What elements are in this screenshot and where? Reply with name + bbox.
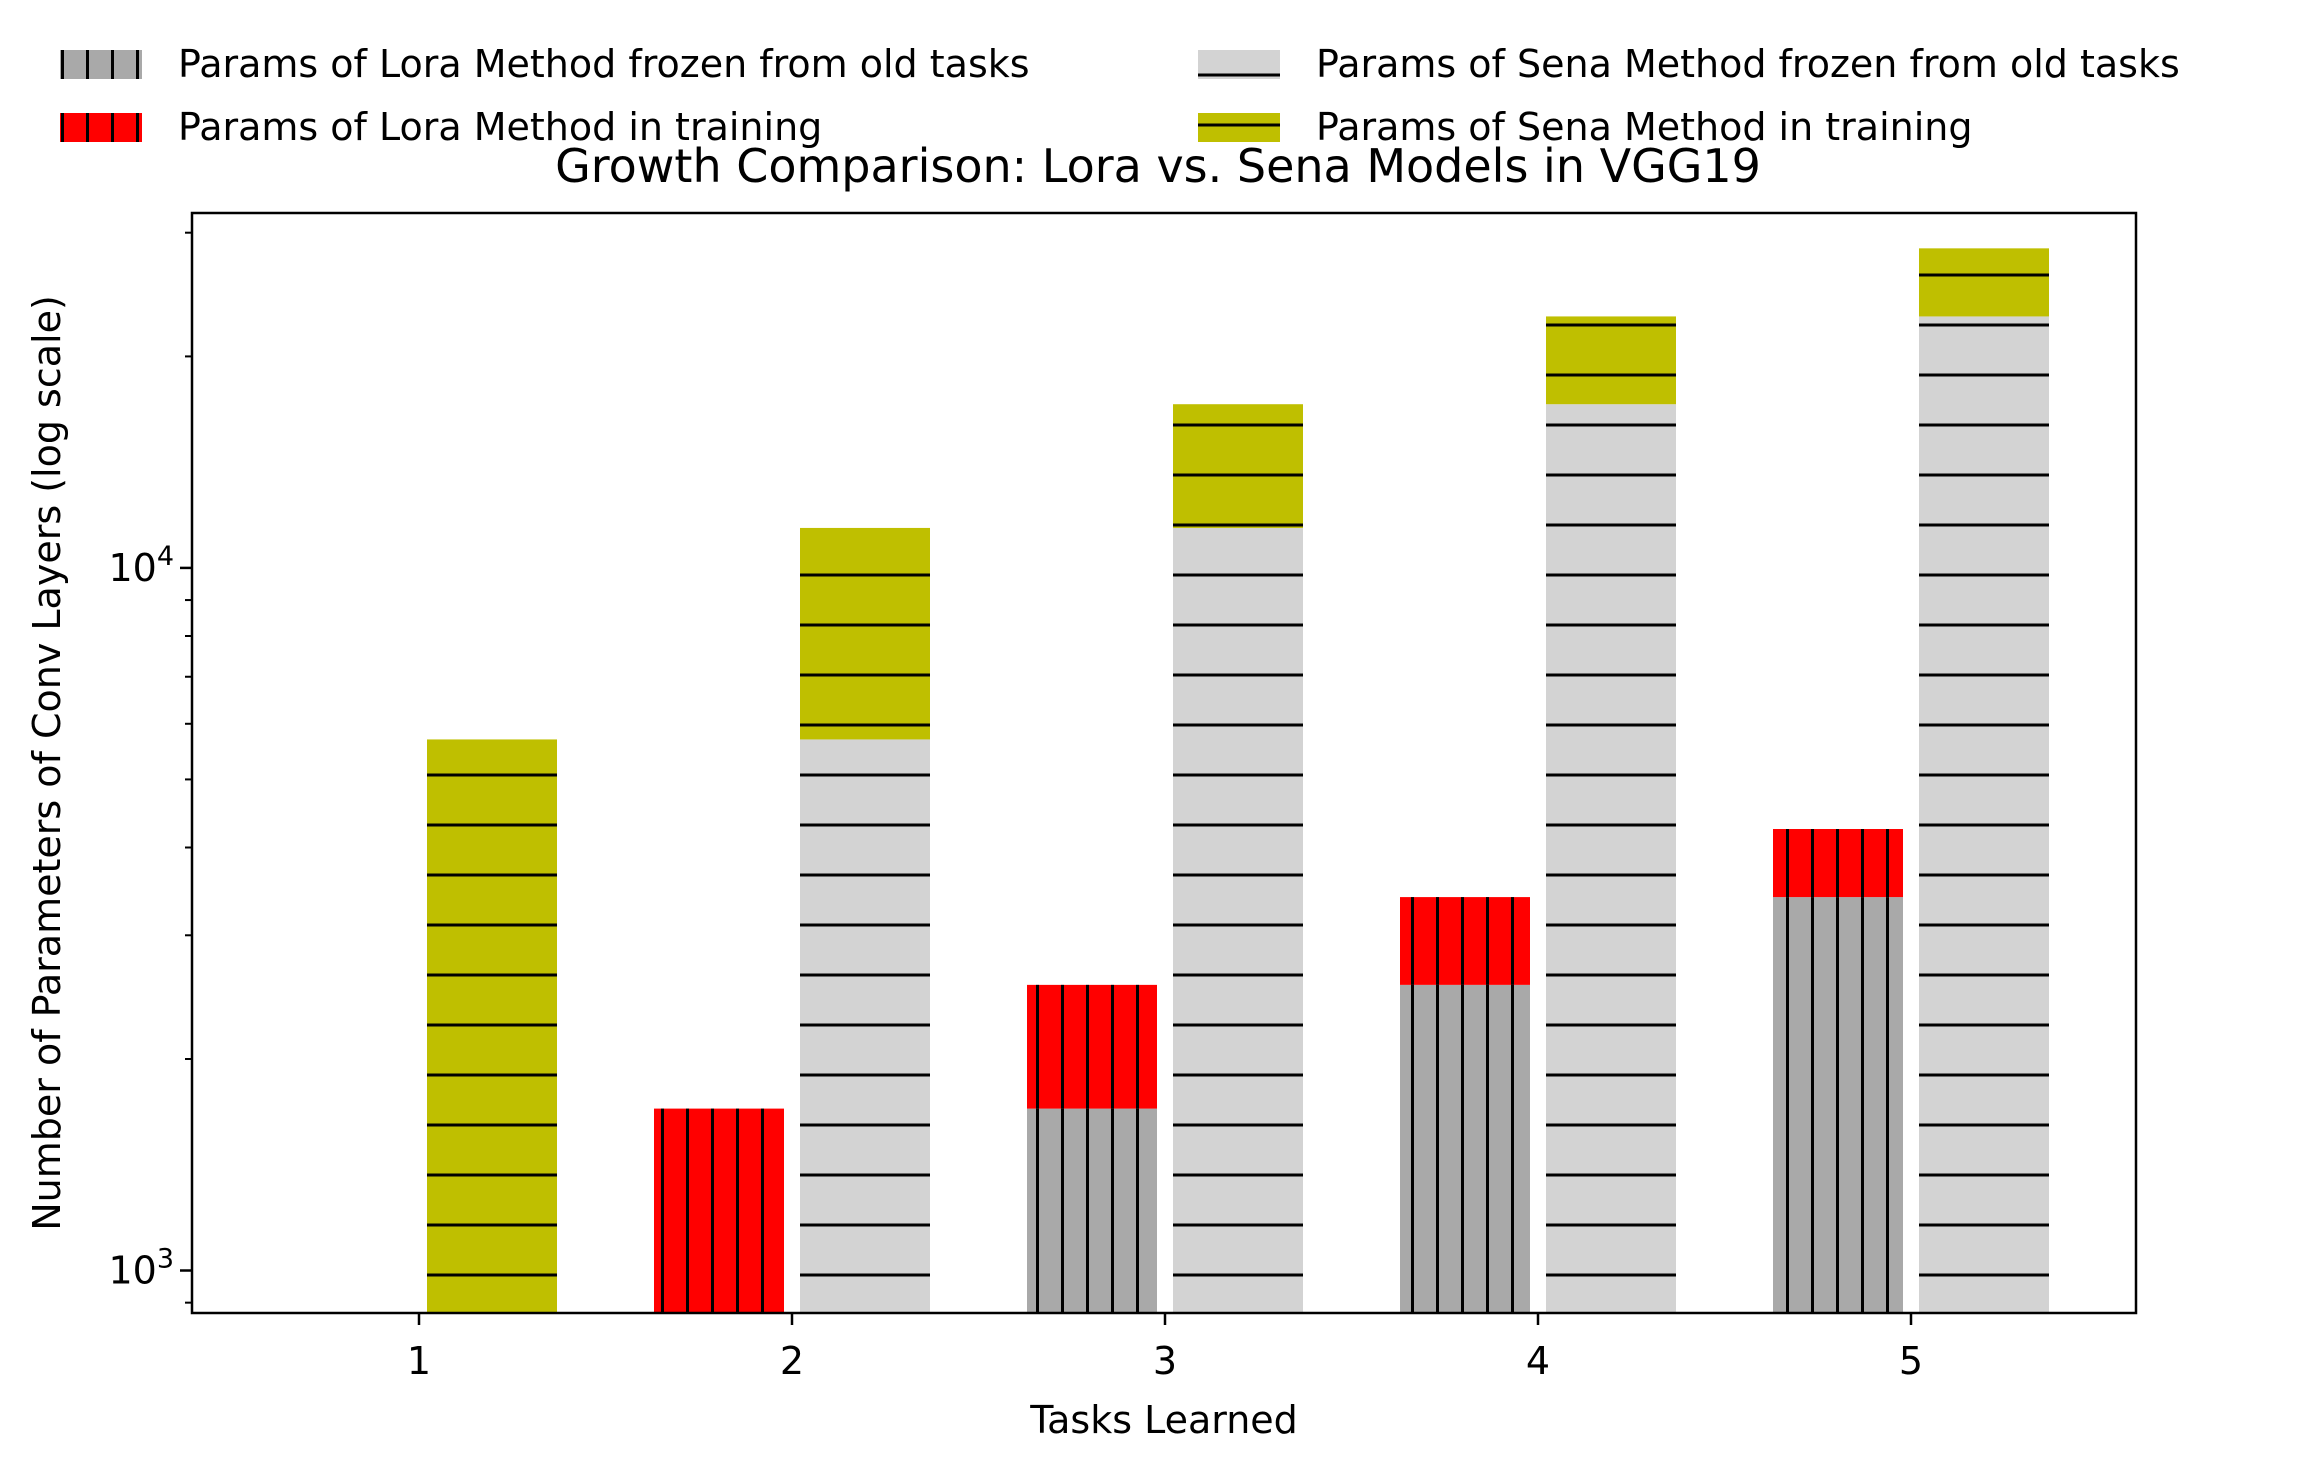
chart-title: Growth Comparison: Lora vs. Sena Models … bbox=[555, 139, 1761, 193]
bar-sena-training-task-1-hatch bbox=[427, 739, 557, 1313]
legend-lora-training-swatch-hatch bbox=[60, 113, 142, 142]
bar-sena-training-task-2-hatch bbox=[800, 527, 930, 740]
bar-lora-frozen-task-5-hatch bbox=[1773, 897, 1903, 1313]
bar-lora-training-task-5-hatch bbox=[1773, 829, 1903, 898]
bar-lora-frozen-task-3-hatch bbox=[1027, 1108, 1157, 1313]
legend-lora-training-label: Params of Lora Method in training bbox=[178, 105, 822, 149]
x-tick-label-1: 1 bbox=[407, 1339, 431, 1383]
y-axis-label: Number of Parameters of Conv Layers (log… bbox=[25, 295, 69, 1231]
x-tick-label-3: 3 bbox=[1153, 1339, 1177, 1383]
x-tick-label-4: 4 bbox=[1526, 1339, 1550, 1383]
legend-sena-frozen-swatch-hatch bbox=[1198, 50, 1280, 79]
bar-sena-training-task-3-hatch bbox=[1173, 404, 1303, 528]
x-tick-label-2: 2 bbox=[780, 1339, 804, 1383]
bar-sena-training-task-5-hatch bbox=[1919, 248, 2049, 317]
bar-sena-training-task-4-hatch bbox=[1546, 316, 1676, 405]
y-tick-label-10000: 104 bbox=[108, 541, 174, 590]
legend-lora-frozen-label: Params of Lora Method frozen from old ta… bbox=[178, 42, 1030, 86]
bar-lora-training-task-4-hatch bbox=[1400, 897, 1530, 985]
x-tick-label-5: 5 bbox=[1899, 1339, 1923, 1383]
legend: Params of Lora Method frozen from old ta… bbox=[60, 42, 2180, 149]
bar-sena-frozen-task-2-hatch bbox=[800, 739, 930, 1313]
bar-lora-training-task-3-hatch bbox=[1027, 984, 1157, 1109]
bar-sena-frozen-task-4-hatch bbox=[1546, 404, 1676, 1313]
bar-lora-training-task-2-hatch bbox=[654, 1108, 784, 1313]
bar-lora-frozen-task-4-hatch bbox=[1400, 984, 1530, 1313]
y-tick-label-1000: 103 bbox=[108, 1244, 174, 1293]
legend-sena-frozen-label: Params of Sena Method frozen from old ta… bbox=[1316, 42, 2180, 86]
bars bbox=[427, 248, 2049, 1313]
bar-sena-frozen-task-5-hatch bbox=[1919, 316, 2049, 1313]
x-axis: 1 2 3 4 5 bbox=[407, 1313, 1923, 1383]
legend-sena-training-swatch-hatch bbox=[1198, 113, 1280, 142]
bar-sena-frozen-task-3-hatch bbox=[1173, 527, 1303, 1313]
x-axis-label: Tasks Learned bbox=[1029, 1398, 1298, 1442]
legend-lora-frozen-swatch-hatch bbox=[60, 50, 142, 79]
y-axis: 103 104 bbox=[108, 231, 192, 1304]
legend-sena-training-label: Params of Sena Method in training bbox=[1316, 105, 1972, 149]
